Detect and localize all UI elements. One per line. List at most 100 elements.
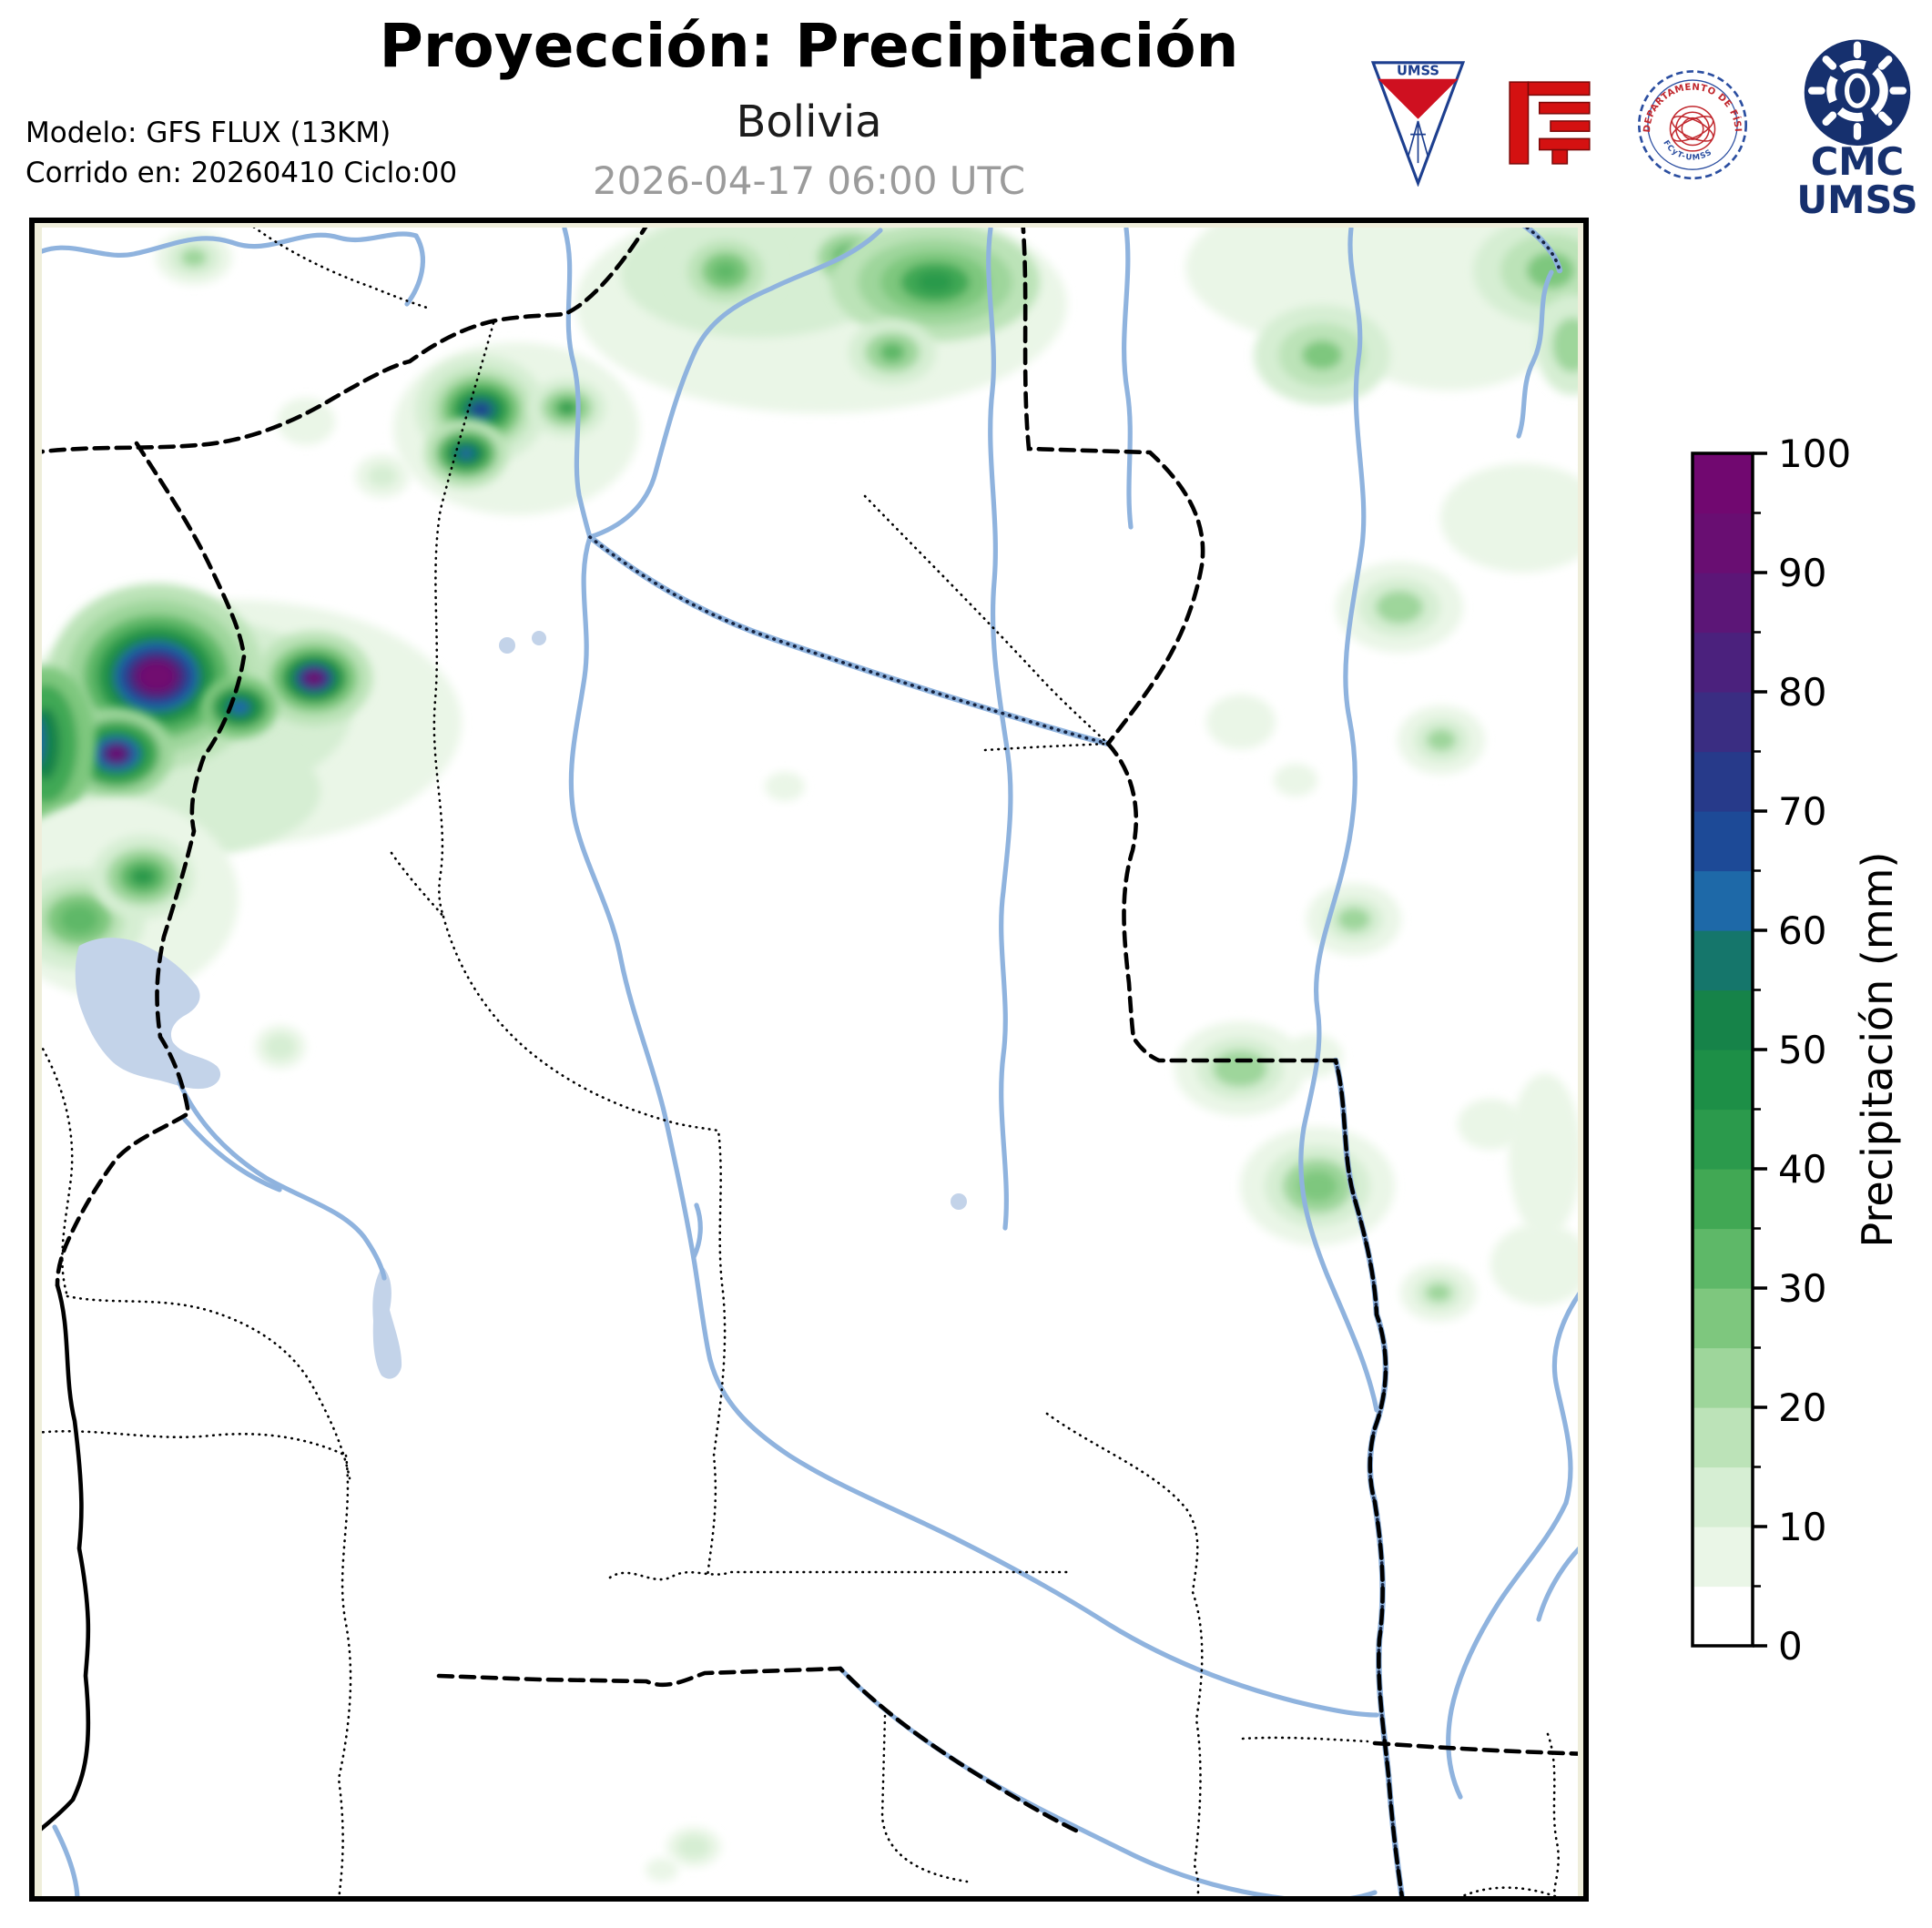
precip-blob bbox=[666, 1827, 721, 1867]
precip-blob bbox=[255, 1025, 306, 1069]
colorbar-tick-label: 20 bbox=[1778, 1385, 1826, 1430]
department-border bbox=[1546, 1732, 1561, 1900]
colorbar-tick-label: 90 bbox=[1778, 551, 1826, 595]
lake bbox=[75, 938, 221, 1090]
border-on-river bbox=[1524, 228, 1561, 272]
pennant-crest-icon bbox=[1408, 120, 1429, 164]
precip-blob bbox=[1206, 695, 1276, 749]
precip-blob bbox=[1174, 1021, 1306, 1116]
model-info: Modelo: GFS FLUX (13KM) Corrido en: 2026… bbox=[25, 113, 457, 193]
department-border bbox=[1045, 1412, 1204, 1900]
colorbar-segment bbox=[1693, 1288, 1753, 1349]
colorbar-tick-label: 0 bbox=[1778, 1624, 1803, 1669]
precipitation-map bbox=[29, 218, 1589, 1902]
precip-blob bbox=[830, 228, 1040, 341]
department-border bbox=[432, 321, 495, 918]
department-borders bbox=[42, 228, 1561, 1900]
precip-blob bbox=[42, 720, 46, 762]
river bbox=[52, 1824, 80, 1900]
colorbar-tick-label: 10 bbox=[1778, 1505, 1826, 1549]
colorbar-tick-label: 60 bbox=[1778, 908, 1826, 953]
precip-blob bbox=[201, 676, 278, 738]
precip-blob bbox=[1398, 705, 1485, 775]
river bbox=[177, 1080, 387, 1281]
river bbox=[42, 231, 419, 258]
country-borders bbox=[42, 228, 1578, 1900]
colorbar-panel: 0 10 20 30 40 50 60 70 80 90 100 Precipitación (mm… bbox=[1675, 428, 1932, 1720]
model-run: Corrido en: 20260410 Ciclo:00 bbox=[25, 157, 458, 190]
country-border bbox=[436, 1666, 1079, 1833]
precip-blob bbox=[1254, 305, 1390, 405]
colorbar-segment bbox=[1693, 811, 1753, 872]
rivers bbox=[42, 228, 1578, 1900]
department-border bbox=[608, 1570, 1069, 1581]
river bbox=[562, 228, 593, 540]
colorbar: 0 10 20 30 40 50 60 70 80 90 100 Precipitación (mm… bbox=[1691, 431, 1902, 1669]
colorbar-segment bbox=[1693, 1169, 1753, 1230]
border-on-river bbox=[588, 535, 1110, 746]
cmc-rays-icon bbox=[1807, 41, 1907, 140]
small-lake bbox=[499, 637, 515, 654]
country-border bbox=[1372, 1740, 1578, 1756]
colorbar-segment bbox=[1693, 751, 1753, 812]
colorbar-segment bbox=[1693, 692, 1753, 753]
small-lake bbox=[951, 1193, 967, 1210]
cmc-eye-icon bbox=[1844, 73, 1871, 108]
small-lake bbox=[532, 631, 546, 645]
colorbar-segment bbox=[1693, 1527, 1753, 1588]
colorbar-segment bbox=[1693, 573, 1753, 634]
fcyt-logo bbox=[1509, 81, 1591, 165]
precip-blob bbox=[1400, 1263, 1477, 1322]
colorbar-tick-label: 30 bbox=[1778, 1266, 1826, 1311]
country-border-solid bbox=[42, 1283, 91, 1832]
logo-row: UMSS bbox=[1370, 27, 1926, 218]
precip-blob bbox=[646, 1858, 678, 1882]
map-frame bbox=[29, 218, 1589, 1902]
department-border bbox=[337, 1454, 352, 1900]
seal-inner-ring bbox=[1647, 79, 1739, 170]
precip-blob bbox=[256, 631, 372, 726]
colorbar-segment bbox=[1693, 1407, 1753, 1468]
precip-blob bbox=[277, 398, 335, 445]
physics-seal-logo: DEPARTAMENTO DE FÍSICA FCyT-UMSS bbox=[1634, 65, 1748, 180]
colorbar-segment bbox=[1693, 870, 1753, 931]
pennant-text: UMSS bbox=[1397, 64, 1439, 79]
precip-blob bbox=[1536, 295, 1578, 395]
department-border bbox=[442, 915, 727, 1579]
department-border bbox=[983, 742, 1110, 752]
department-border bbox=[863, 494, 1110, 746]
precip-blob bbox=[529, 379, 605, 437]
department-border bbox=[252, 228, 432, 310]
colorbar-segment bbox=[1693, 989, 1753, 1050]
precip-blob bbox=[765, 772, 805, 801]
precip-blob bbox=[849, 320, 936, 385]
precip-blob bbox=[424, 419, 508, 488]
precip-blob bbox=[1458, 1099, 1523, 1150]
country-border bbox=[55, 441, 247, 1288]
colorbar-scale: 0 10 20 30 40 50 60 70 80 90 100 bbox=[1691, 431, 1851, 1669]
colorbar-segment bbox=[1693, 512, 1753, 573]
river bbox=[1551, 1292, 1578, 1506]
seal-globe-icon bbox=[1670, 106, 1716, 152]
precip-blob bbox=[1490, 1223, 1578, 1305]
lake bbox=[372, 1266, 402, 1379]
river bbox=[1446, 1500, 1569, 1800]
map-panel bbox=[29, 218, 1589, 1902]
cmc-gear-icon bbox=[1826, 59, 1888, 122]
precip-blob bbox=[1274, 764, 1317, 797]
department-border bbox=[1457, 1886, 1561, 1900]
valid-datetime: 2026-04-17 06:00 UTC bbox=[592, 158, 1026, 203]
colorbar-tick-label: 40 bbox=[1778, 1147, 1826, 1192]
precip-blob bbox=[92, 835, 194, 918]
precip-blob bbox=[1440, 463, 1578, 573]
precip-blob bbox=[42, 666, 96, 821]
precip-blob bbox=[1285, 1034, 1343, 1078]
page-subtitle: Bolivia bbox=[736, 96, 882, 147]
river bbox=[404, 233, 425, 307]
umss-pennant-logo: UMSS bbox=[1370, 61, 1466, 187]
colorbar-tick-label: 80 bbox=[1778, 670, 1826, 715]
colorbar-label: Precipitación (mm) bbox=[1853, 852, 1902, 1248]
colorbar-segment bbox=[1693, 632, 1753, 693]
maze-icon bbox=[1509, 81, 1591, 165]
